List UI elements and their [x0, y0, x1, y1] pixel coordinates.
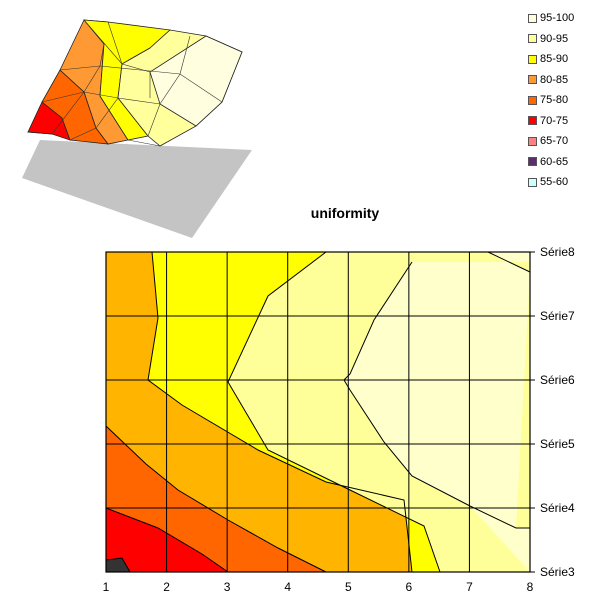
legend-swatch	[528, 54, 537, 64]
legend-label: 75-80	[540, 94, 569, 107]
contour-bands	[106, 252, 530, 572]
x-tick-labels: 1 2 3 4 5 6 7 8	[103, 580, 534, 594]
legend-swatch	[528, 157, 537, 167]
legend-swatch	[528, 136, 537, 146]
legend-item: 65-70	[528, 131, 598, 152]
legend-item: 95-100	[528, 8, 598, 29]
contour-grid	[105, 251, 531, 573]
contour-line	[227, 251, 441, 573]
contour-line	[343, 261, 530, 529]
legend-label: 95-100	[540, 12, 575, 25]
band-95-100	[344, 252, 530, 572]
series-tick-labels: Série3 Série4 Série5 Série6 Série7 Série8	[530, 245, 575, 579]
chart-title: uniformity	[310, 205, 380, 221]
x-tick-label: 7	[466, 580, 473, 594]
legend-swatch	[528, 34, 537, 44]
legend-label: 60-65	[540, 155, 569, 168]
contour-lines	[105, 251, 531, 573]
surface-wireframe	[41, 19, 223, 147]
contour-line	[105, 557, 131, 573]
legend-label: 85-90	[540, 53, 569, 66]
x-tick-label: 2	[163, 580, 170, 594]
x-tick-label: 1	[103, 580, 110, 594]
legend-label: 80-85	[540, 73, 569, 86]
legend-label: 90-95	[540, 32, 569, 45]
x-tick-label: 8	[527, 580, 534, 594]
surface-floor	[22, 140, 252, 238]
legend-swatch	[528, 116, 537, 126]
legend-item: 80-85	[528, 70, 598, 91]
series-tick-label: Série5	[540, 437, 575, 451]
legend-label: 70-75	[540, 114, 569, 127]
legend-swatch	[528, 95, 537, 105]
contour-line	[105, 425, 327, 573]
series-tick-label: Série7	[540, 309, 575, 323]
legend-swatch	[528, 13, 537, 23]
legend-swatch	[528, 177, 537, 187]
legend-swatch	[528, 75, 537, 85]
series-tick-label: Série8	[540, 245, 575, 259]
contour-line	[105, 507, 229, 573]
legend-item: 70-75	[528, 111, 598, 132]
x-tick-label: 5	[345, 580, 352, 594]
legend-label: 55-60	[540, 176, 569, 189]
contour-line	[487, 251, 531, 273]
legend-item: 75-80	[528, 90, 598, 111]
x-tick-label: 3	[224, 580, 231, 594]
legend-item: 85-90	[528, 49, 598, 70]
plot-border	[105, 251, 531, 573]
legend-item: 55-60	[528, 172, 598, 193]
series-tick-label: Série3	[540, 565, 575, 579]
x-tick-label: 6	[406, 580, 413, 594]
contour-line	[147, 251, 413, 573]
legend-label: 65-70	[540, 135, 569, 148]
series-tick-label: Série4	[540, 501, 575, 515]
series-tick-label: Série6	[540, 373, 575, 387]
legend-item: 90-95	[528, 29, 598, 50]
legend: 95-100 90-95 85-90 80-85 75-80 70-75 65-70 60-6…	[528, 8, 598, 193]
surface-3d-chart	[22, 19, 252, 238]
legend-item: 60-65	[528, 152, 598, 173]
x-tick-label: 4	[284, 580, 291, 594]
